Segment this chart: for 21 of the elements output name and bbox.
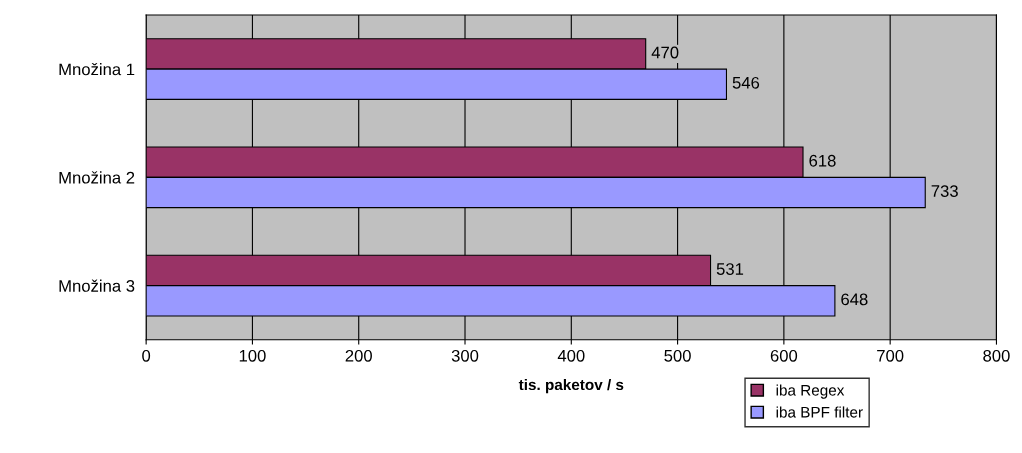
x-axis-title: tis. paketov / s — [518, 378, 624, 394]
x-tick-label: 500 — [664, 349, 691, 362]
x-tick-label: 200 — [345, 349, 372, 362]
x-tick-label: 0 — [142, 349, 151, 362]
x-tick-label: 800 — [983, 349, 1010, 362]
data-label: 531 — [716, 263, 744, 275]
legend-label: iba Regex — [776, 384, 845, 399]
x-tick-label: 600 — [770, 349, 798, 362]
data-label: 618 — [809, 154, 836, 167]
x-tick-label: 700 — [877, 349, 904, 362]
y-tick-label: Množina 3 — [59, 279, 135, 292]
data-label: 733 — [931, 185, 958, 197]
x-tick-label: 400 — [557, 349, 585, 362]
data-label: 648 — [841, 293, 868, 306]
y-tick-label: Množina 1 — [59, 62, 135, 76]
data-label: 546 — [732, 76, 760, 89]
data-label: 470 — [651, 46, 679, 59]
x-tick-label: 100 — [239, 349, 266, 362]
y-tick-label: Množina 2 — [59, 171, 135, 184]
x-tick-label: 300 — [451, 349, 479, 362]
legend-label: iba BPF filter — [776, 406, 863, 418]
